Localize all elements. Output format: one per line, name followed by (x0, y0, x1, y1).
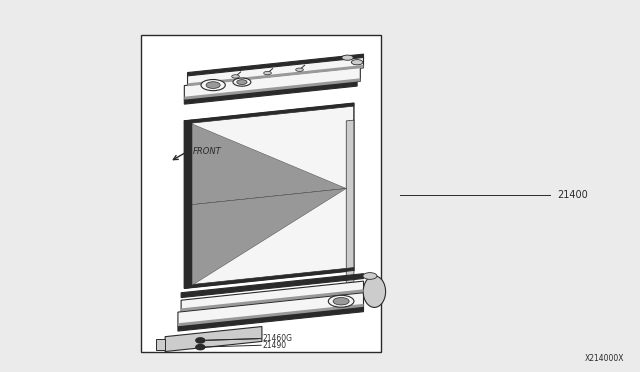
Ellipse shape (296, 68, 303, 71)
Polygon shape (178, 304, 364, 326)
Polygon shape (346, 120, 354, 288)
Text: 21460G: 21460G (262, 334, 292, 343)
Text: 21490: 21490 (262, 341, 287, 350)
Polygon shape (188, 54, 364, 77)
Polygon shape (184, 103, 354, 124)
Ellipse shape (363, 273, 377, 279)
Polygon shape (181, 289, 364, 311)
Ellipse shape (233, 78, 251, 86)
Ellipse shape (328, 295, 354, 307)
Ellipse shape (232, 75, 239, 78)
Bar (141, 35, 381, 352)
Polygon shape (192, 189, 346, 285)
Polygon shape (178, 293, 364, 326)
Polygon shape (188, 65, 364, 86)
Text: FRONT: FRONT (193, 147, 222, 156)
Polygon shape (165, 327, 262, 352)
Polygon shape (188, 57, 364, 86)
Ellipse shape (206, 82, 220, 89)
Ellipse shape (201, 80, 225, 91)
Ellipse shape (237, 80, 247, 84)
Polygon shape (184, 67, 360, 100)
Polygon shape (184, 103, 354, 288)
Text: X214000X: X214000X (584, 354, 624, 363)
Polygon shape (181, 281, 364, 311)
Text: 21400: 21400 (557, 190, 588, 200)
Polygon shape (184, 267, 354, 288)
Polygon shape (184, 78, 360, 100)
Polygon shape (178, 307, 364, 331)
Ellipse shape (342, 55, 353, 60)
Ellipse shape (351, 60, 363, 65)
Circle shape (196, 344, 205, 350)
Polygon shape (181, 274, 364, 298)
Polygon shape (184, 120, 192, 288)
Circle shape (196, 338, 205, 343)
Ellipse shape (264, 71, 271, 75)
Ellipse shape (364, 276, 385, 307)
Polygon shape (192, 124, 346, 205)
Polygon shape (184, 81, 357, 104)
Ellipse shape (333, 298, 349, 305)
Polygon shape (156, 339, 165, 350)
